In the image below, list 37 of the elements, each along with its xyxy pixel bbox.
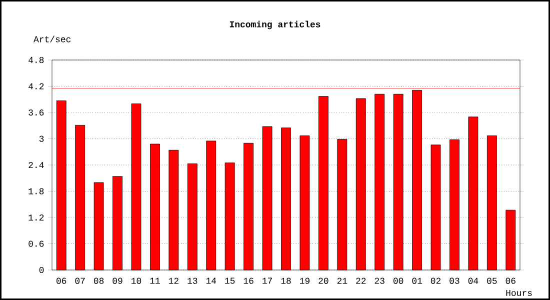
x-tick-label: 07 bbox=[75, 278, 85, 284]
x-tick-label: 23 bbox=[374, 278, 384, 284]
y-tick-label: 0 bbox=[39, 266, 44, 274]
x-tick-label: 03 bbox=[450, 278, 460, 284]
x-tick-label: 22 bbox=[356, 278, 366, 284]
x-tick-label: 01 bbox=[412, 278, 422, 284]
y-tick-label: 1.2 bbox=[28, 214, 44, 220]
chart-title: Incoming articles bbox=[230, 20, 320, 30]
y-tick-label: 0.6 bbox=[28, 240, 44, 247]
y-tick-label: 1.8 bbox=[28, 188, 44, 194]
x-tick-label: 09 bbox=[112, 278, 122, 284]
x-tick-label: 11 bbox=[150, 278, 160, 284]
x-tick-label: 12 bbox=[168, 278, 178, 284]
y-tick-label: 4.2 bbox=[28, 83, 44, 90]
x-tick-label: 06 bbox=[56, 278, 66, 284]
x-tick-label: 18 bbox=[281, 278, 291, 284]
x-tick-label: 10 bbox=[132, 278, 142, 284]
x-tick-label: 13 bbox=[188, 278, 198, 284]
x-tick-label: 20 bbox=[318, 278, 328, 284]
x-tick-label: 04 bbox=[468, 278, 478, 284]
y-axis-title: Art/sec bbox=[34, 36, 71, 42]
x-tick-label: 06 bbox=[506, 278, 516, 284]
y-tick-label: 4.8 bbox=[28, 56, 44, 64]
y-tick-label: 3 bbox=[39, 136, 44, 142]
x-axis-title: Hours bbox=[506, 290, 532, 296]
y-tick-label: 3.6 bbox=[28, 109, 44, 116]
x-tick-label: 15 bbox=[225, 278, 235, 284]
x-tick-label: 02 bbox=[430, 278, 441, 284]
x-tick-label: 16 bbox=[244, 278, 254, 284]
x-tick-label: 14 bbox=[206, 278, 216, 284]
x-tick-label: 17 bbox=[262, 278, 272, 284]
x-tick-label: 08 bbox=[94, 278, 104, 284]
x-tick-label: 05 bbox=[487, 278, 497, 284]
x-tick-label: 19 bbox=[300, 278, 310, 284]
y-tick-label: 2.4 bbox=[28, 162, 44, 168]
x-tick-label: 21 bbox=[337, 278, 348, 284]
x-tick-label: 00 bbox=[393, 278, 404, 284]
